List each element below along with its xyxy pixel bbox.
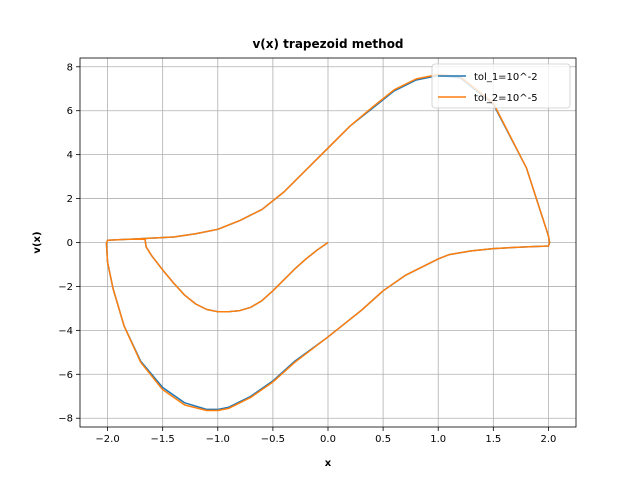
y-tick-label: −8 bbox=[58, 414, 73, 425]
x-tick-label: 0.0 bbox=[320, 434, 336, 445]
y-axis-label: v(x) bbox=[32, 231, 43, 253]
x-tick-label: −2.0 bbox=[95, 434, 119, 445]
series-line-2 bbox=[105, 73, 551, 412]
y-tick-label: 4 bbox=[67, 150, 73, 161]
y-tick-label: −4 bbox=[58, 326, 73, 337]
series-layer bbox=[105, 73, 551, 412]
y-tick-label: −6 bbox=[58, 370, 73, 381]
y-axis: −8 −6 −4 −2 0 2 4 6 8 bbox=[58, 62, 80, 425]
x-axis-label: x bbox=[325, 458, 332, 469]
y-tick-label: 8 bbox=[67, 62, 73, 73]
legend-label-1: tol_1=10^-2 bbox=[474, 72, 538, 83]
x-tick-label: −1.5 bbox=[151, 434, 175, 445]
y-tick-label: 6 bbox=[67, 106, 73, 117]
x-axis: −2.0 −1.5 −1.0 −0.5 0.0 0.5 1.0 1.5 2.0 bbox=[95, 427, 556, 445]
legend-box bbox=[431, 63, 571, 109]
chart-title: v(x) trapezoid method bbox=[252, 37, 403, 51]
x-tick-label: 0.5 bbox=[375, 434, 391, 445]
x-tick-label: 1.0 bbox=[430, 434, 446, 445]
y-tick-label: −2 bbox=[58, 282, 73, 293]
legend: tol_1=10^-2 tol_2=10^-5 bbox=[431, 63, 571, 109]
y-tick-label: 2 bbox=[67, 194, 73, 205]
y-tick-label: 0 bbox=[67, 238, 73, 249]
x-tick-label: 1.5 bbox=[485, 434, 501, 445]
x-tick-label: −1.0 bbox=[206, 434, 230, 445]
x-tick-label: −0.5 bbox=[261, 434, 285, 445]
legend-label-2: tol_2=10^-5 bbox=[474, 93, 538, 104]
x-tick-label: 2.0 bbox=[540, 434, 556, 445]
